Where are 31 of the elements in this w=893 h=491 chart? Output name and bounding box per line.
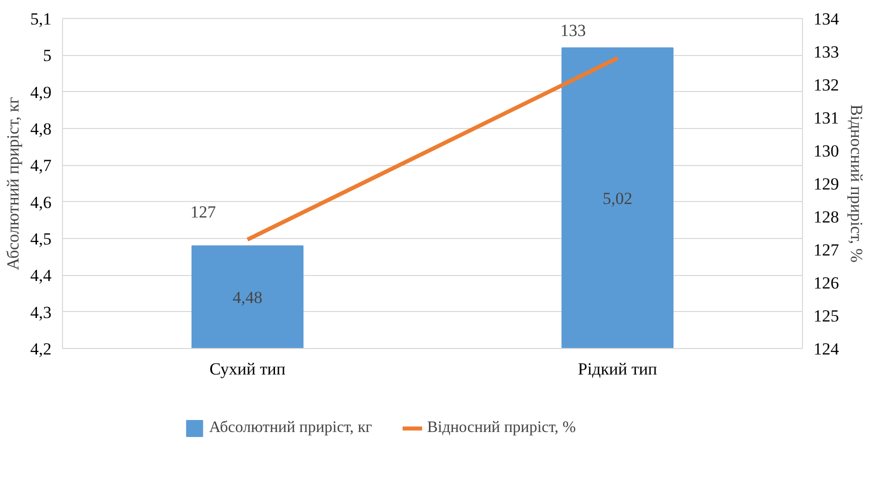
y2-tick-label: 127 bbox=[814, 240, 840, 260]
y-tick-label: 4,7 bbox=[30, 156, 52, 176]
y-axis-title: Абсолютний приріст, кг bbox=[3, 96, 22, 270]
data-label: 4,48 bbox=[232, 288, 262, 308]
y2-axis-title: Відносний приріст, % bbox=[847, 104, 866, 263]
y-tick-label: 4,3 bbox=[30, 302, 52, 322]
x-tick-label: Рідкий тип bbox=[578, 360, 658, 378]
legend-label: Відносний приріст, % bbox=[427, 419, 576, 437]
data-label: 5,02 bbox=[602, 189, 632, 208]
y2-tick-label: 126 bbox=[814, 274, 839, 292]
y-tick-label: 5 bbox=[43, 46, 52, 66]
data-label: 127 bbox=[190, 202, 216, 222]
y2-tick-label: 131 bbox=[814, 108, 839, 128]
x-tick-label: Сухий тип bbox=[210, 360, 286, 378]
y2-tick-label: 132 bbox=[814, 76, 839, 94]
y-tick-label: 4,5 bbox=[30, 230, 52, 248]
y-tick-label: 4,4 bbox=[30, 266, 52, 286]
y-tick-label: 4,6 bbox=[30, 192, 52, 212]
y-tick-label: 5,1 bbox=[30, 10, 52, 28]
y-tick-label: 4,2 bbox=[30, 340, 52, 358]
y2-tick-label: 128 bbox=[814, 208, 839, 226]
y2-tick-label: 129 bbox=[814, 174, 839, 194]
y2-tick-label: 125 bbox=[814, 306, 839, 326]
y2-tick-label: 124 bbox=[814, 340, 840, 358]
data-label: 133 bbox=[560, 21, 586, 40]
y-tick-label: 4,8 bbox=[30, 120, 52, 138]
legend-label: Абсолютний приріст, кг bbox=[209, 419, 372, 437]
y2-tick-label: 130 bbox=[814, 142, 839, 160]
y2-tick-label: 134 bbox=[814, 10, 840, 28]
y2-tick-label: 133 bbox=[814, 42, 839, 62]
y-tick-label: 4,9 bbox=[30, 82, 52, 102]
